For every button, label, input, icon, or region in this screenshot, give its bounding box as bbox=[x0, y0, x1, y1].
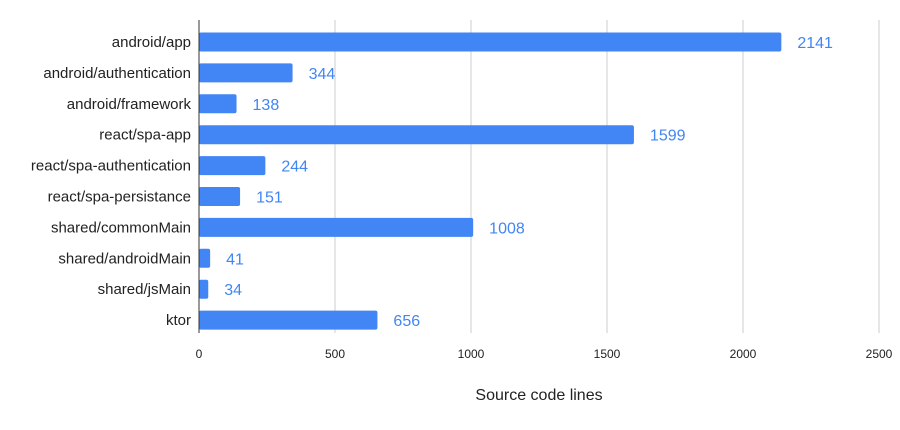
data-label: 1599 bbox=[650, 128, 686, 145]
category-label: react/spa-app bbox=[99, 127, 191, 144]
data-label: 41 bbox=[226, 251, 244, 268]
bar bbox=[199, 310, 378, 330]
data-label: 34 bbox=[224, 282, 242, 299]
data-label: 344 bbox=[309, 66, 336, 83]
data-label: 2141 bbox=[797, 35, 833, 52]
category-label: android/framework bbox=[67, 96, 192, 113]
x-tick-labels: 0 500 1000 1500 2000 2500 bbox=[196, 347, 893, 361]
bar bbox=[199, 125, 634, 145]
category-labels: android/app android/authentication android… bbox=[31, 34, 192, 329]
data-label: 244 bbox=[281, 159, 308, 176]
bar bbox=[199, 187, 241, 206]
data-label: 656 bbox=[393, 313, 420, 330]
x-tick-label: 1500 bbox=[594, 347, 621, 361]
category-label: react/spa-authentication bbox=[31, 158, 191, 175]
category-label: shared/commonMain bbox=[51, 219, 191, 236]
x-tick-label: 0 bbox=[196, 347, 203, 361]
data-labels: 2141 344 138 1599 244 151 1008 41 34 656 bbox=[224, 35, 833, 330]
category-label: android/authentication bbox=[43, 65, 191, 82]
category-label: shared/androidMain bbox=[58, 250, 191, 267]
data-label: 1008 bbox=[489, 220, 525, 237]
bar bbox=[199, 63, 293, 83]
category-label: shared/jsMain bbox=[98, 281, 191, 298]
x-tick-label: 2500 bbox=[866, 347, 893, 361]
data-label: 151 bbox=[256, 190, 283, 207]
bar bbox=[199, 248, 211, 268]
bar bbox=[199, 279, 209, 299]
x-tick-label: 2000 bbox=[730, 347, 757, 361]
category-label: react/spa-persistance bbox=[48, 189, 191, 206]
x-tick-label: 1000 bbox=[458, 347, 485, 361]
bar bbox=[199, 217, 474, 237]
category-label: ktor bbox=[166, 312, 191, 329]
x-axis-title: Source code lines bbox=[475, 387, 602, 404]
bars bbox=[199, 32, 782, 330]
category-label: android/app bbox=[112, 34, 191, 51]
gridlines bbox=[334, 20, 880, 333]
bar bbox=[199, 32, 782, 52]
bar bbox=[199, 94, 237, 114]
x-tick-label: 500 bbox=[325, 347, 345, 361]
bar bbox=[199, 156, 266, 176]
data-label: 138 bbox=[253, 97, 280, 114]
